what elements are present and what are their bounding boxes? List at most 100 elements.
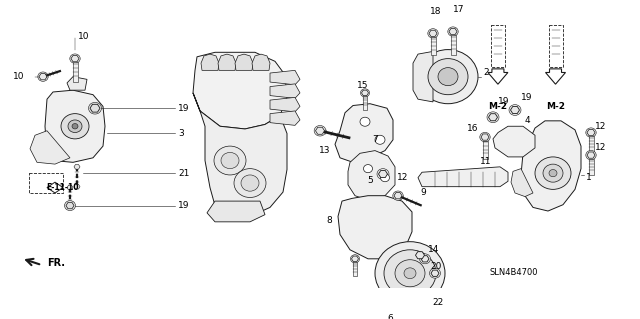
Circle shape	[438, 68, 458, 86]
Circle shape	[38, 72, 48, 81]
Polygon shape	[351, 256, 358, 262]
Circle shape	[360, 117, 370, 126]
Polygon shape	[90, 104, 100, 112]
Bar	[353, 262, 357, 276]
Polygon shape	[394, 193, 402, 199]
Polygon shape	[45, 90, 105, 162]
Text: 12: 12	[595, 144, 606, 152]
Text: 2: 2	[483, 68, 488, 77]
Polygon shape	[193, 93, 287, 216]
Polygon shape	[270, 111, 300, 125]
Polygon shape	[39, 73, 47, 80]
Polygon shape	[493, 126, 535, 157]
Circle shape	[70, 54, 80, 63]
Polygon shape	[235, 54, 253, 70]
Circle shape	[429, 268, 440, 278]
Polygon shape	[545, 69, 566, 84]
FancyBboxPatch shape	[29, 173, 63, 193]
Bar	[589, 159, 593, 175]
Bar	[483, 141, 488, 159]
Circle shape	[448, 27, 458, 36]
Polygon shape	[30, 131, 70, 164]
Circle shape	[586, 151, 596, 160]
Text: 7: 7	[372, 135, 378, 144]
Bar	[451, 35, 456, 55]
Text: 3: 3	[178, 129, 184, 138]
Polygon shape	[66, 203, 74, 209]
Text: 19: 19	[498, 97, 509, 106]
Circle shape	[61, 114, 89, 139]
Polygon shape	[488, 69, 508, 84]
Polygon shape	[67, 77, 87, 90]
Polygon shape	[421, 256, 429, 262]
Bar	[363, 96, 367, 109]
Polygon shape	[449, 28, 457, 35]
Polygon shape	[415, 252, 424, 259]
Polygon shape	[413, 51, 433, 102]
Circle shape	[68, 120, 82, 133]
Circle shape	[549, 169, 557, 177]
Bar	[431, 37, 435, 55]
Text: E-11-10: E-11-10	[46, 183, 79, 192]
Circle shape	[404, 268, 416, 279]
Circle shape	[377, 169, 389, 180]
Circle shape	[419, 254, 431, 264]
Polygon shape	[511, 107, 520, 114]
Circle shape	[314, 125, 326, 136]
Polygon shape	[316, 127, 324, 134]
Circle shape	[509, 105, 521, 115]
Circle shape	[480, 132, 490, 142]
Circle shape	[351, 255, 360, 263]
Polygon shape	[193, 52, 287, 129]
Text: 14: 14	[428, 245, 440, 254]
Polygon shape	[207, 201, 265, 222]
Polygon shape	[488, 114, 497, 121]
Circle shape	[375, 242, 445, 305]
Text: 1: 1	[586, 173, 592, 182]
Circle shape	[384, 250, 436, 297]
Text: 16: 16	[467, 123, 478, 133]
Text: 4: 4	[525, 116, 531, 125]
Text: 13: 13	[319, 146, 330, 155]
Polygon shape	[218, 54, 236, 70]
Polygon shape	[71, 56, 79, 62]
Text: 12: 12	[397, 173, 408, 182]
Text: M-2: M-2	[488, 102, 508, 111]
Circle shape	[395, 260, 425, 287]
Circle shape	[487, 112, 499, 122]
Circle shape	[428, 29, 438, 38]
Polygon shape	[418, 167, 508, 187]
Text: 17: 17	[453, 4, 465, 13]
Polygon shape	[201, 54, 219, 70]
Text: 12: 12	[595, 122, 606, 131]
FancyBboxPatch shape	[548, 25, 563, 67]
Circle shape	[65, 201, 76, 211]
Bar	[72, 62, 77, 82]
Circle shape	[428, 59, 468, 95]
Text: 8: 8	[326, 216, 332, 226]
Text: 5: 5	[367, 176, 373, 185]
Text: 20: 20	[430, 262, 442, 271]
Circle shape	[393, 191, 403, 200]
Text: 22: 22	[432, 298, 444, 307]
Polygon shape	[429, 30, 437, 36]
Polygon shape	[335, 104, 393, 162]
Polygon shape	[270, 70, 300, 85]
Text: 18: 18	[430, 7, 442, 16]
Polygon shape	[47, 182, 63, 193]
Text: 21: 21	[178, 169, 189, 178]
Polygon shape	[511, 169, 533, 197]
Text: 9: 9	[420, 188, 426, 197]
Circle shape	[375, 135, 385, 144]
Polygon shape	[74, 165, 80, 169]
Text: M-2: M-2	[546, 102, 565, 111]
Polygon shape	[378, 171, 387, 178]
Circle shape	[214, 146, 246, 175]
Circle shape	[72, 123, 78, 129]
Polygon shape	[587, 152, 595, 158]
Polygon shape	[74, 184, 80, 189]
Circle shape	[417, 295, 428, 305]
Text: FR.: FR.	[47, 258, 65, 268]
Circle shape	[241, 175, 259, 191]
Circle shape	[535, 157, 571, 189]
